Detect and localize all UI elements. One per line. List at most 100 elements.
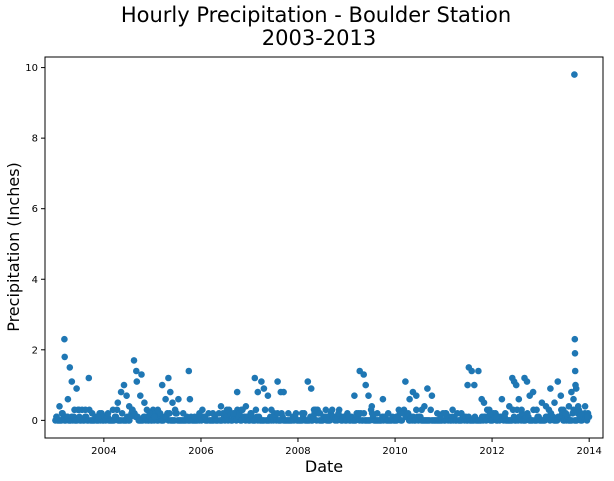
- data-point: [397, 410, 405, 417]
- data-point: [274, 378, 281, 385]
- data-point: [571, 350, 579, 357]
- data-point: [442, 410, 449, 417]
- plot-area-frame: [44, 56, 604, 439]
- data-point: [53, 413, 60, 421]
- data-point: [402, 378, 409, 385]
- data-point: [572, 385, 580, 392]
- x-tick-label: 2004: [91, 446, 116, 457]
- data-point: [137, 392, 144, 400]
- data-point: [261, 406, 269, 414]
- data-point: [285, 410, 292, 417]
- data-point: [360, 371, 368, 378]
- data-point: [328, 406, 336, 414]
- data-point: [252, 406, 260, 414]
- data-point: [254, 388, 262, 396]
- data-point: [502, 410, 509, 417]
- y-tick-label: 4: [32, 275, 38, 286]
- data-point: [323, 413, 330, 421]
- data-point: [128, 406, 136, 414]
- data-point: [196, 410, 203, 417]
- data-point: [458, 410, 465, 417]
- data-point: [171, 406, 179, 414]
- y-tick-label: 2: [32, 345, 38, 356]
- data-point: [56, 403, 63, 410]
- data-point: [167, 388, 174, 396]
- data-point: [571, 335, 579, 343]
- data-point: [581, 403, 589, 410]
- data-point: [251, 374, 259, 382]
- y-tick-label: 6: [32, 204, 38, 215]
- data-point: [191, 413, 198, 421]
- data-point: [468, 367, 476, 375]
- data-point: [437, 413, 444, 421]
- data-point: [345, 413, 353, 421]
- data-point: [238, 406, 245, 414]
- data-point: [154, 406, 162, 414]
- data-point: [498, 395, 506, 403]
- data-point: [166, 410, 173, 417]
- data-point: [185, 367, 193, 375]
- data-point: [562, 410, 570, 417]
- y-tick-label: 0: [32, 416, 38, 427]
- data-point: [492, 413, 500, 421]
- data-point: [71, 406, 78, 414]
- data-point: [574, 403, 582, 410]
- data-point: [316, 410, 324, 417]
- data-point: [571, 367, 579, 375]
- data-point: [133, 367, 140, 375]
- data-point: [568, 388, 575, 396]
- data-point: [82, 406, 89, 414]
- data-point: [58, 410, 66, 417]
- data-point: [117, 388, 125, 396]
- data-point: [68, 378, 76, 385]
- data-point: [362, 381, 370, 389]
- data-point: [512, 381, 520, 389]
- data-points-layer: [52, 71, 593, 424]
- data-point: [162, 395, 169, 403]
- data-point: [233, 388, 241, 396]
- data-point: [577, 410, 585, 417]
- data-point: [449, 406, 456, 414]
- data-point: [428, 392, 436, 400]
- data-point: [209, 410, 217, 417]
- data-point: [406, 395, 413, 403]
- data-point: [393, 413, 400, 421]
- data-point: [471, 381, 478, 389]
- data-point: [304, 378, 312, 385]
- data-point: [506, 403, 513, 410]
- x-tick-label: 2012: [479, 446, 504, 457]
- data-point: [88, 410, 96, 417]
- data-point: [114, 399, 122, 407]
- data-point: [104, 410, 112, 417]
- data-point: [351, 392, 358, 400]
- y-tick-label: 10: [25, 63, 38, 74]
- data-point: [523, 378, 531, 385]
- chart-title: Hourly Precipitation - Boulder Station: [121, 3, 511, 27]
- data-point: [130, 357, 138, 364]
- data-point: [554, 378, 562, 385]
- data-point: [186, 395, 194, 403]
- x-tick-label: 2006: [188, 446, 213, 457]
- data-point: [268, 406, 275, 414]
- data-point: [368, 403, 376, 410]
- data-point: [76, 413, 83, 421]
- data-point: [223, 406, 231, 414]
- data-point: [230, 410, 237, 417]
- data-point: [480, 399, 488, 407]
- data-point: [584, 413, 591, 421]
- data-point: [475, 367, 482, 375]
- data-point: [464, 381, 471, 389]
- data-point: [515, 395, 523, 403]
- x-axis-label: Date: [305, 457, 343, 476]
- data-point: [384, 410, 392, 417]
- data-point: [118, 410, 126, 417]
- data-point: [217, 403, 225, 410]
- data-point: [518, 406, 525, 414]
- data-point: [365, 392, 372, 400]
- data-point: [413, 406, 420, 414]
- data-point: [201, 413, 209, 421]
- data-point: [557, 392, 565, 400]
- y-axis-ticks: 0 2 4 6 8 10: [25, 63, 45, 427]
- y-axis-label: Precipitation (Inches): [4, 162, 23, 332]
